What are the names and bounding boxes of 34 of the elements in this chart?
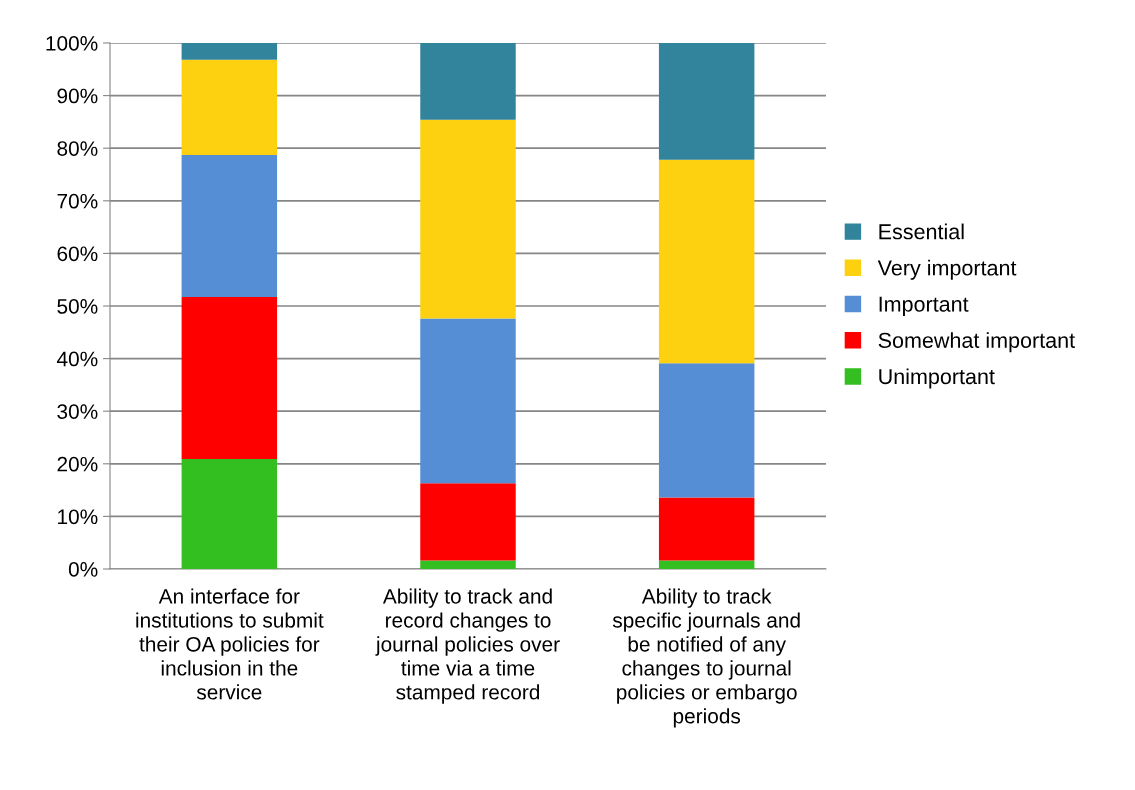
bar	[181, 59, 278, 156]
y-tick-label: 100%	[46, 36, 98, 51]
bar	[420, 560, 516, 569]
bar	[181, 297, 278, 460]
y-tick-label: 40%	[56, 351, 98, 367]
y-tick-label: 0%	[68, 562, 98, 577]
bar	[181, 43, 278, 60]
bar	[658, 43, 755, 160]
bar	[420, 119, 516, 319]
y-tick-label: 60%	[57, 246, 98, 262]
y-tick-label: 80%	[57, 141, 98, 156]
legend-label: Somewhat important	[878, 332, 1075, 353]
bar	[658, 363, 755, 498]
x-tick-label: Ability to track and record changes to journal policies over time via a time stamped record	[375, 588, 560, 704]
legend-label: Important	[879, 296, 969, 317]
bar	[181, 155, 278, 298]
bar	[658, 560, 755, 569]
bar	[420, 318, 516, 484]
y-tick-label: 70%	[57, 193, 98, 209]
y-tick-label: 90%	[57, 88, 98, 104]
y-tick-label: 50%	[57, 299, 98, 314]
x-tick-label: Ability to track specific journals and be notified of any changes to journal policies or embargo periods	[612, 588, 800, 728]
bar	[420, 43, 516, 120]
y-tick-label: 10%	[58, 509, 98, 525]
bar	[420, 483, 516, 561]
legend-label: Very important	[877, 259, 1017, 280]
y-tick-label: 30%	[57, 404, 98, 419]
y-tick-label: 20%	[57, 456, 98, 472]
bar	[181, 459, 278, 569]
legend-label: Essential	[879, 223, 964, 240]
bar	[658, 497, 755, 561]
legend-label: Unimportant	[879, 368, 995, 389]
bar	[658, 159, 755, 364]
x-tick-label: An interface for institutions to submit their OA policies for inclusion in the service	[136, 588, 324, 700]
